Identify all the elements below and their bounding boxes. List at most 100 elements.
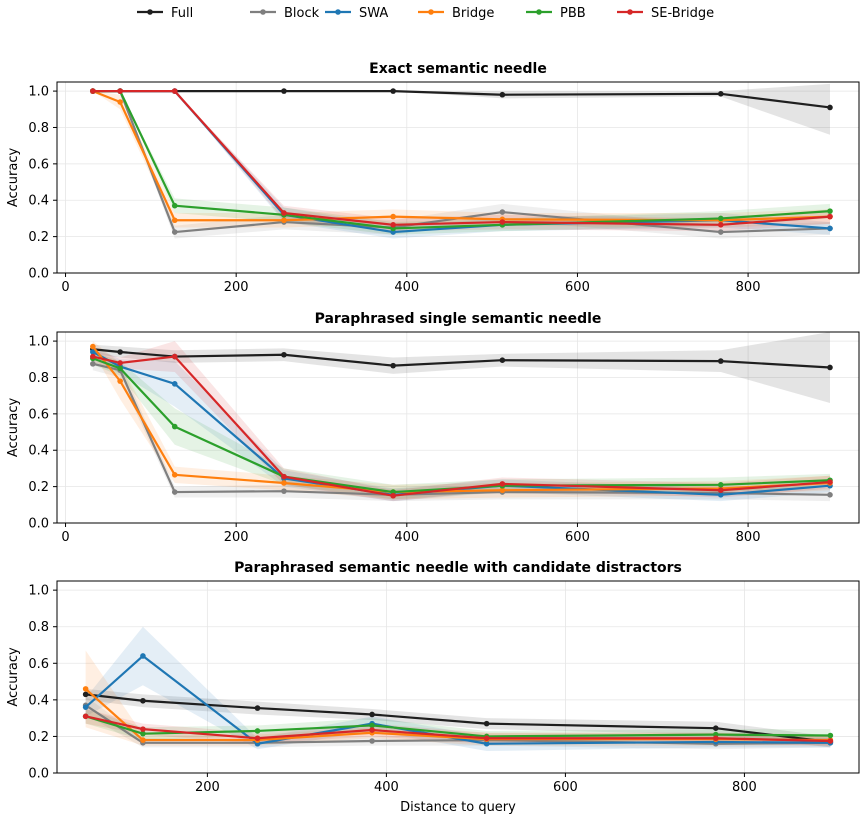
series-pbb bbox=[90, 88, 833, 232]
data-point bbox=[369, 727, 375, 733]
data-point bbox=[254, 728, 261, 734]
data-point bbox=[281, 217, 287, 224]
y-tick-label: 1.0 bbox=[28, 584, 49, 599]
data-point bbox=[171, 489, 178, 495]
data-point bbox=[390, 492, 396, 499]
panel-title: Paraphrased semantic needle with candida… bbox=[234, 560, 682, 576]
y-tick-label: 0.4 bbox=[28, 444, 49, 459]
legend-marker bbox=[627, 9, 633, 15]
series-line-full bbox=[92, 348, 831, 369]
data-point bbox=[140, 730, 146, 737]
grid bbox=[57, 82, 859, 274]
data-point bbox=[281, 488, 287, 494]
data-point bbox=[827, 738, 834, 744]
series-se-bridge bbox=[90, 88, 833, 228]
legend-entry-se-bridge: SE-Bridge bbox=[617, 6, 714, 21]
data-point bbox=[117, 365, 123, 372]
data-point bbox=[390, 88, 396, 94]
data-point bbox=[254, 705, 261, 711]
legend-entry-pbb: PBB bbox=[526, 6, 586, 21]
data-point bbox=[140, 737, 146, 743]
x-tick-label: 200 bbox=[224, 530, 249, 545]
plot-frame bbox=[56, 331, 860, 524]
series-full bbox=[90, 346, 833, 371]
data-point bbox=[717, 492, 724, 498]
data-point bbox=[117, 378, 123, 384]
data-point bbox=[827, 104, 833, 111]
x-tick-label: 400 bbox=[374, 780, 399, 795]
data-point bbox=[717, 229, 724, 235]
data-point bbox=[117, 99, 123, 105]
legend-entry-bridge: Bridge bbox=[418, 6, 494, 21]
y-tick-label: 1.0 bbox=[28, 335, 49, 350]
data-point bbox=[390, 221, 396, 228]
data-point bbox=[499, 209, 506, 215]
data-point bbox=[827, 208, 833, 214]
data-point bbox=[827, 213, 833, 220]
x-tick-label: 0 bbox=[61, 280, 69, 295]
x-tick-label: 400 bbox=[394, 280, 419, 295]
y-tick-label: 0.8 bbox=[28, 620, 49, 635]
y-axis-label: Accuracy bbox=[6, 148, 21, 208]
data-point bbox=[499, 487, 506, 494]
data-point bbox=[281, 473, 287, 480]
data-point bbox=[827, 492, 833, 498]
y-tick-label: 0.8 bbox=[28, 371, 49, 386]
x-tick-label: 400 bbox=[394, 530, 419, 545]
data-point bbox=[281, 210, 287, 216]
x-tick-label: 200 bbox=[224, 280, 249, 295]
data-point bbox=[390, 213, 396, 220]
series-se-bridge bbox=[90, 353, 833, 499]
series-line-se-bridge bbox=[92, 355, 831, 497]
y-tick-label: 0.0 bbox=[28, 767, 49, 782]
data-point bbox=[717, 358, 724, 364]
data-point bbox=[140, 653, 146, 659]
x-tick-label: 0 bbox=[61, 530, 69, 545]
data-point bbox=[712, 725, 719, 731]
data-point bbox=[390, 362, 396, 369]
x-tick-label: 800 bbox=[732, 780, 757, 795]
y-axis-label: Accuracy bbox=[6, 398, 21, 458]
data-point bbox=[827, 225, 833, 232]
data-point bbox=[171, 423, 178, 430]
panel-paraphrased-single-semantic-needle: 0 200 400 600 800 0.0 0.2 0.4 0.6 0.8 1.0 Paraphras… bbox=[6, 311, 860, 545]
y-tick-label: 0.6 bbox=[28, 407, 49, 422]
panel-exact-semantic-needle: 0 200 400 600 800 0.0 0.2 0.4 0.6 0.8 1.0 Exact sem… bbox=[6, 61, 860, 295]
band-pbb bbox=[85, 709, 831, 742]
y-tick-label: 0.2 bbox=[28, 230, 49, 245]
series-line-block bbox=[92, 89, 831, 234]
data-point bbox=[717, 215, 724, 222]
data-point bbox=[171, 217, 178, 224]
legend-entry-full: Full bbox=[137, 6, 193, 21]
y-tick-label: 0.4 bbox=[28, 693, 49, 708]
data-point bbox=[171, 471, 178, 478]
series-line-pbb bbox=[92, 357, 831, 494]
data-point bbox=[827, 364, 833, 371]
series-pbb bbox=[82, 713, 834, 740]
legend-entry-block: Block bbox=[250, 6, 320, 21]
x-tick-label: 600 bbox=[553, 780, 578, 795]
data-point bbox=[717, 221, 724, 228]
band-bridge bbox=[92, 91, 830, 228]
y-tick-label: 0.0 bbox=[28, 267, 49, 282]
confidence-bands bbox=[92, 332, 830, 502]
series-se-bridge bbox=[82, 713, 834, 744]
y-tick-label: 1.0 bbox=[28, 85, 49, 100]
legend-label: PBB bbox=[560, 6, 586, 21]
data-point bbox=[281, 480, 287, 486]
legend-label: Block bbox=[284, 6, 320, 21]
y-tick-label: 0.6 bbox=[28, 157, 49, 172]
data-point bbox=[281, 351, 287, 358]
data-point bbox=[369, 722, 375, 729]
panel-title: Exact semantic needle bbox=[369, 61, 547, 77]
data-point bbox=[717, 482, 724, 488]
data-point bbox=[712, 735, 719, 742]
data-point bbox=[171, 202, 178, 209]
data-point bbox=[90, 343, 96, 350]
data-point bbox=[717, 487, 724, 494]
data-point bbox=[117, 360, 123, 366]
plot-frame bbox=[56, 580, 860, 774]
y-tick-label: 0.4 bbox=[28, 194, 49, 209]
band-pbb bbox=[92, 352, 830, 500]
